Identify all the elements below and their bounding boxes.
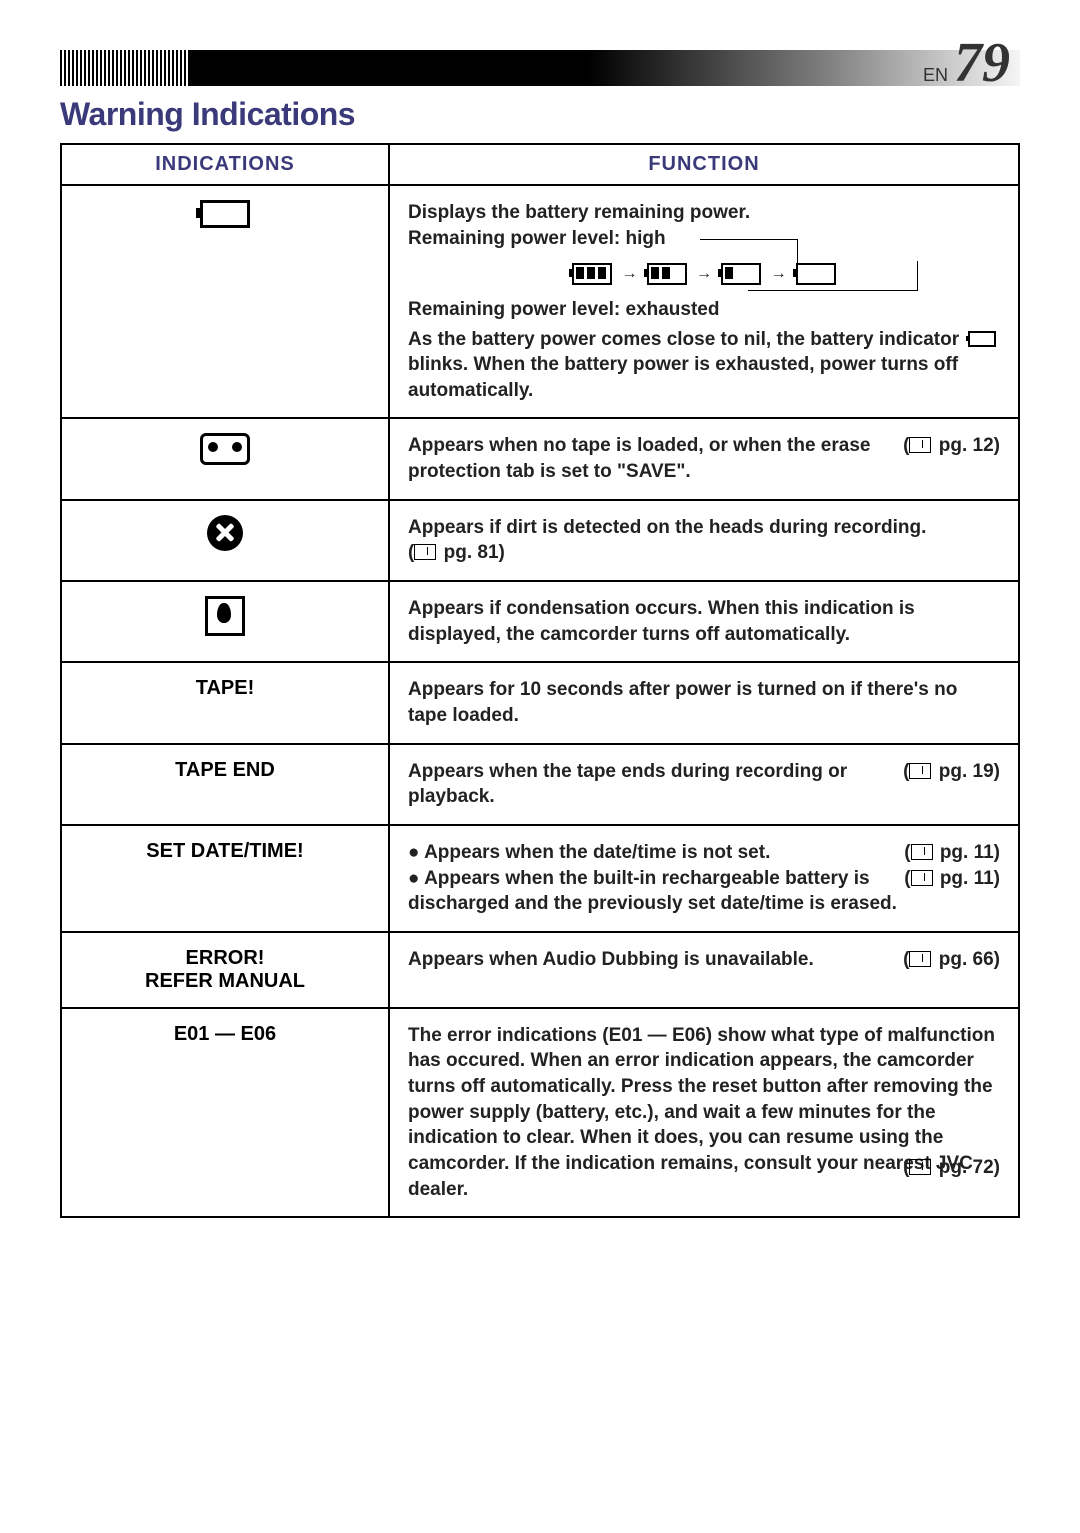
- battery-line3: Remaining power level: exhausted: [408, 299, 719, 320]
- th-function: FUNCTION: [389, 144, 1019, 185]
- pageref-icon: [909, 951, 931, 967]
- tape-text: Appears for 10 seconds after power is tu…: [408, 679, 957, 726]
- page-number-value: 79: [954, 42, 1010, 84]
- indication-tape: TAPE!: [61, 662, 389, 743]
- function-dirt: Appears if dirt is detected on the heads…: [389, 500, 1019, 581]
- battery-line1: Displays the battery remaining power.: [408, 200, 1000, 226]
- page-ref: ( pg. 81): [408, 542, 505, 563]
- table-row: TAPE END ( pg. 19) Appears when the tape…: [61, 744, 1019, 825]
- indication-condensation: [61, 581, 389, 662]
- battery-line2: Remaining power level: high: [408, 228, 666, 249]
- set-date-b1: Appears when the date/time is not set.: [424, 842, 770, 863]
- manual-page: EN 79 Warning Indications INDICATIONS FU…: [0, 0, 1080, 1268]
- table-row: Appears if condensation occurs. When thi…: [61, 581, 1019, 662]
- function-e01: The error indications (E01 — E06) show w…: [389, 1008, 1019, 1217]
- page-ref: ( pg. 66): [903, 947, 1000, 973]
- battery-line5: blinks. When the battery power is exhaus…: [408, 352, 1000, 403]
- battery-icon: [200, 200, 250, 228]
- table-row: Displays the battery remaining power. Re…: [61, 185, 1019, 418]
- function-cassette: ( pg. 12) Appears when no tape is loaded…: [389, 418, 1019, 499]
- warning-table: INDICATIONS FUNCTION Displays the batter…: [60, 143, 1020, 1218]
- pageref-icon: [909, 437, 931, 453]
- pageref-icon: [909, 763, 931, 779]
- th-indications: INDICATIONS: [61, 144, 389, 185]
- indication-set-date: SET DATE/TIME!: [61, 825, 389, 932]
- pageref-icon: [911, 844, 933, 860]
- function-error: ( pg. 66) Appears when Audio Dubbing is …: [389, 932, 1019, 1008]
- function-battery: Displays the battery remaining power. Re…: [389, 185, 1019, 418]
- page-ref: ( pg. 12): [903, 433, 1000, 459]
- e01-text: The error indications (E01 — E06) show w…: [408, 1025, 995, 1200]
- battery-line4: As the battery power comes close to nil,…: [408, 329, 959, 350]
- battery-levels-row: → → →: [408, 261, 1000, 287]
- page-number: EN 79: [923, 42, 1020, 86]
- battery-level-2-icon: [647, 263, 687, 285]
- en-label: EN: [923, 65, 948, 86]
- error-text: Appears when Audio Dubbing is unavailabl…: [408, 949, 814, 970]
- pageref-icon: [909, 1159, 931, 1175]
- cassette-icon: [200, 433, 250, 465]
- function-tape-end: ( pg. 19) Appears when the tape ends dur…: [389, 744, 1019, 825]
- page-ref: ( pg. 11): [904, 840, 1000, 866]
- dirt-text: Appears if dirt is detected on the heads…: [408, 517, 926, 538]
- pageref-icon: [911, 870, 933, 886]
- condensation-icon: [205, 596, 245, 636]
- battery-level-1-icon: [721, 263, 761, 285]
- x-circle-icon: [207, 515, 243, 551]
- indication-battery: [61, 185, 389, 418]
- indication-e01: E01 — E06: [61, 1008, 389, 1217]
- condensation-text: Appears if condensation occurs. When thi…: [408, 598, 915, 645]
- table-row: SET DATE/TIME! ( pg. 11) ● Appears when …: [61, 825, 1019, 932]
- table-row: E01 — E06 The error indications (E01 — E…: [61, 1008, 1019, 1217]
- indication-tape-end: TAPE END: [61, 744, 389, 825]
- page-ref: ( pg. 11): [904, 866, 1000, 892]
- table-row: ( pg. 12) Appears when no tape is loaded…: [61, 418, 1019, 499]
- section-title: Warning Indications: [60, 96, 1020, 133]
- battery-empty-inline-icon: [968, 331, 996, 347]
- battery-level-3-icon: [572, 263, 612, 285]
- tape-end-text: Appears when the tape ends during record…: [408, 761, 847, 808]
- table-row: ERROR! REFER MANUAL ( pg. 66) Appears wh…: [61, 932, 1019, 1008]
- header-bar: EN 79: [60, 50, 1020, 86]
- page-ref: ( pg. 19): [903, 759, 1000, 785]
- table-row: TAPE! Appears for 10 seconds after power…: [61, 662, 1019, 743]
- cassette-text: Appears when no tape is loaded, or when …: [408, 435, 870, 482]
- function-tape: Appears for 10 seconds after power is tu…: [389, 662, 1019, 743]
- indication-dirt: [61, 500, 389, 581]
- function-set-date: ( pg. 11) ● Appears when the date/time i…: [389, 825, 1019, 932]
- indication-error: ERROR! REFER MANUAL: [61, 932, 389, 1008]
- indication-cassette: [61, 418, 389, 499]
- set-date-b2: Appears when the built-in rechargeable b…: [408, 868, 897, 915]
- battery-level-0-icon: [796, 263, 836, 285]
- table-row: Appears if dirt is detected on the heads…: [61, 500, 1019, 581]
- function-condensation: Appears if condensation occurs. When thi…: [389, 581, 1019, 662]
- pageref-icon: [414, 544, 436, 560]
